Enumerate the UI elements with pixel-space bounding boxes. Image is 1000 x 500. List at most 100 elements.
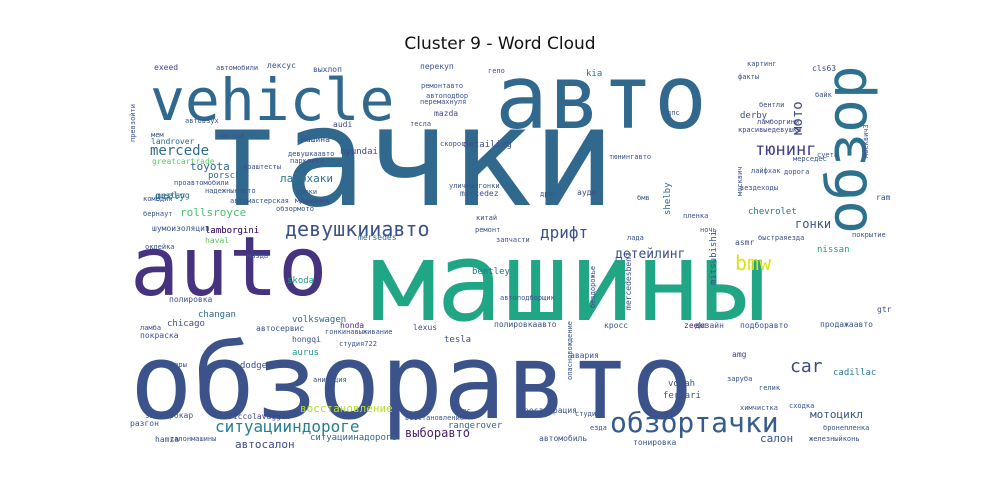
word-66: asmr (735, 238, 754, 247)
word-103: гелик (759, 384, 781, 392)
word-3: авто (495, 46, 707, 149)
word-0: тачки (200, 77, 615, 238)
word-80: лексус (267, 61, 296, 70)
word-62: zeekr (684, 321, 708, 330)
word-42: kia (586, 69, 602, 79)
word-32: ситуациинадороге (310, 433, 397, 443)
word-67: ram (876, 193, 891, 202)
word-72: машина (301, 135, 330, 144)
word-47: dodge (240, 361, 267, 371)
word-26: geely (155, 191, 185, 202)
word-123: студия722 (339, 340, 377, 348)
word-20: восстановление (300, 402, 393, 415)
word-4: auto (130, 220, 327, 315)
word-27: lamborgini (205, 226, 259, 236)
word-12: bmw (735, 251, 772, 275)
word-74: полировка (169, 295, 213, 304)
word-50: volkswagen (292, 315, 346, 325)
word-145: скорость (440, 140, 474, 148)
word-97: подборавто (740, 320, 788, 330)
word-40: audi (333, 120, 352, 129)
word-131: бернаут (143, 210, 173, 218)
word-160: москвич (736, 166, 744, 196)
word-82: картинг (747, 60, 777, 68)
word-154: бездорожье (589, 266, 597, 308)
word-1: машины (370, 218, 767, 346)
word-114: салонмашины (170, 435, 216, 443)
word-101: студия (575, 410, 600, 418)
word-153: опасновождение (566, 321, 574, 380)
word-119: ауди (577, 188, 596, 197)
word-28: rollsroyce (180, 206, 246, 219)
word-105: химчистка (740, 404, 778, 412)
word-60: mercedesbenz (624, 252, 633, 310)
word-111: восстановление (405, 414, 464, 422)
word-37: honda (340, 321, 364, 330)
word-5: vehicle (150, 66, 394, 134)
word-39: lexus (413, 323, 437, 332)
word-13: car (790, 356, 823, 377)
word-159: краштесты (243, 163, 281, 171)
word-25: porsche (208, 171, 246, 181)
word-137: москвич (300, 198, 330, 206)
word-112: бронепленка (823, 424, 869, 432)
word-135: автомастерская (230, 197, 289, 205)
word-84: байк (815, 91, 833, 99)
word-2: обзоравто (130, 321, 694, 443)
word-116: ремонт (475, 226, 500, 234)
word-122: гонкинавыживание (325, 328, 392, 336)
word-133: проавтомобили (174, 179, 229, 187)
word-98: дизайн (695, 321, 724, 330)
word-17: лайфхаки (280, 172, 333, 185)
word-34: chevrolet (748, 207, 797, 217)
word-121: лада (627, 234, 644, 242)
word-151: дпс (667, 109, 680, 117)
word-89: лайфхак (751, 167, 781, 175)
word-58: mercedez (460, 189, 499, 198)
word-124: гонка (339, 361, 360, 369)
word-78: разгон (130, 419, 159, 428)
word-138: трюки (296, 188, 317, 196)
word-148: уличныегонки (449, 182, 500, 190)
chart-title: Cluster 9 - Word Cloud (404, 34, 596, 54)
word-49: changan (198, 310, 236, 320)
word-96: продажаавто (820, 320, 873, 329)
word-147: гепо (488, 67, 505, 75)
word-146: ремонтавто (421, 82, 463, 90)
word-156: перемахнуля (420, 98, 466, 106)
word-143: чистка (219, 132, 244, 140)
word-68: cls63 (812, 64, 836, 73)
word-162: автоподборщик (500, 294, 556, 302)
word-8: девушкииавто (285, 217, 430, 241)
word-149: дрпг (540, 190, 557, 198)
word-139: девушкаавто (288, 150, 334, 158)
word-142: мем (151, 131, 164, 139)
word-107: езда (590, 424, 607, 432)
word-18: гонки (795, 217, 831, 231)
word-108: автомобиль (539, 433, 587, 443)
word-125: анимация (313, 376, 347, 384)
word-130: шумоизоляция (152, 224, 210, 233)
word-104: сходка (789, 402, 814, 410)
word-15: мото (790, 101, 806, 135)
word-150: тюнингавто (609, 153, 651, 161)
word-115: полировкаавто (494, 320, 557, 329)
word-76: автосервис (256, 324, 304, 333)
word-16: детейлинг (615, 247, 685, 262)
word-91: дорога (784, 168, 809, 176)
word-31: mitsubishi (709, 231, 719, 285)
word-52: landrover (151, 137, 195, 146)
word-140: парковка (290, 157, 324, 165)
word-106: тонировка (633, 438, 677, 447)
word-94: ночь (700, 226, 717, 234)
word-92: вездеходы (740, 184, 778, 192)
word-127: ламба (140, 324, 161, 332)
word-51: hyundai (340, 147, 378, 157)
word-93: покрытие (852, 231, 886, 239)
word-141: автовзух (185, 117, 219, 125)
word-56: exeed (154, 63, 178, 72)
word-126: фары (170, 361, 187, 369)
word-161: быстраяезда (758, 234, 804, 242)
word-88: мерседес (793, 155, 827, 163)
